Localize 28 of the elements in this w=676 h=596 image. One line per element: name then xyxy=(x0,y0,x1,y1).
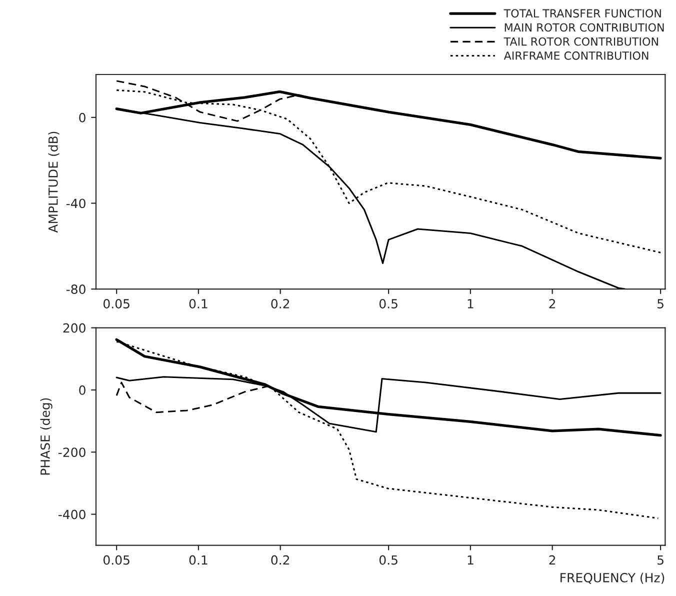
y-tick-label: -40 xyxy=(66,198,86,208)
x-tick-label: 2 xyxy=(549,299,556,308)
legend-label: TOTAL TRANSFER FUNCTION xyxy=(504,9,661,18)
x-tick-label: 5 xyxy=(658,555,664,565)
x-tick-label: 0.5 xyxy=(379,299,398,308)
y-axis-title: AMPLITUDE (dB) xyxy=(48,132,60,233)
y-axis-title: PHASE (deg) xyxy=(40,398,52,475)
legend-label: TAIL ROTOR CONTRIBUTION xyxy=(504,37,658,46)
y-tick-label: 200 xyxy=(63,323,86,333)
x-tick-label: 0.2 xyxy=(271,555,290,565)
y-tick-label: -80 xyxy=(66,284,86,294)
y-tick-label: 0 xyxy=(79,385,86,395)
x-tick-label: 5 xyxy=(658,299,664,308)
x-tick-label: 0.05 xyxy=(103,555,130,565)
x-tick-label: 0.05 xyxy=(103,299,130,308)
legend-label: AIRFRAME CONTRIBUTION xyxy=(504,51,648,60)
x-tick-label: 0.2 xyxy=(271,299,290,308)
y-tick-label: 0 xyxy=(79,112,86,122)
x-tick-label: 0.1 xyxy=(189,299,208,308)
y-tick-label: -400 xyxy=(58,510,86,520)
x-tick-label: 1 xyxy=(468,299,474,308)
x-tick-label: 0.1 xyxy=(189,555,208,565)
y-tick-label: -200 xyxy=(58,448,86,458)
x-axis-title: FREQUENCY (Hz) xyxy=(560,572,664,584)
x-tick-label: 0.5 xyxy=(379,555,398,565)
x-tick-label: 1 xyxy=(468,555,474,565)
x-tick-label: 2 xyxy=(549,555,556,565)
legend-label: MAIN ROTOR CONTRIBUTION xyxy=(504,23,664,32)
